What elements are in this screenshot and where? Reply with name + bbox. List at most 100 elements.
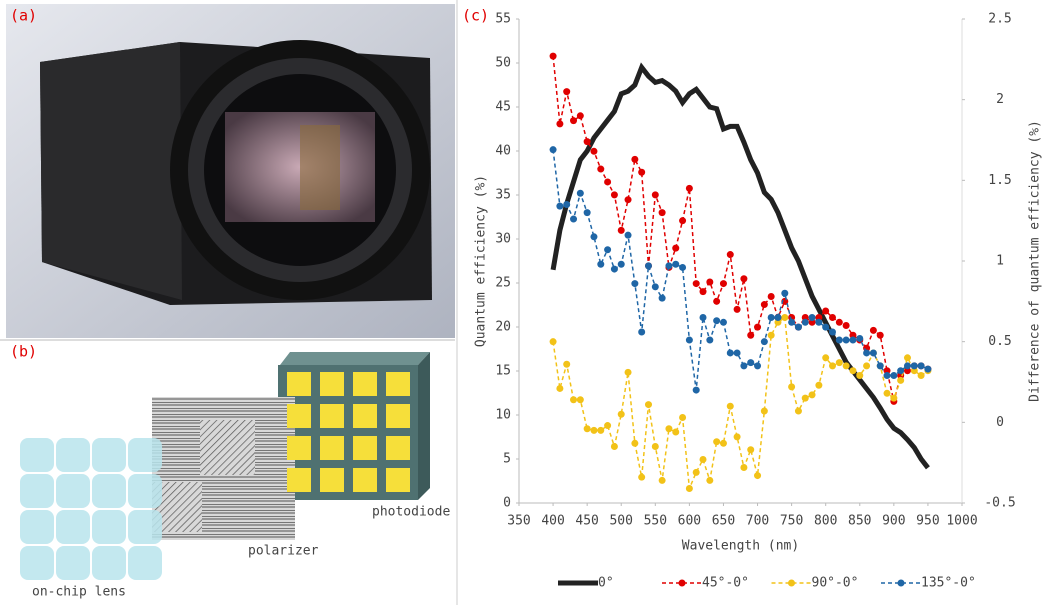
data-point xyxy=(890,372,897,379)
data-point xyxy=(679,264,686,271)
y-tick-label: 25 xyxy=(495,276,511,291)
x-tick-label: 500 xyxy=(609,514,632,529)
data-point xyxy=(734,306,741,313)
photodiode-cell xyxy=(353,436,377,460)
data-point xyxy=(781,314,788,321)
data-point xyxy=(747,446,754,453)
x-tick-label: 900 xyxy=(882,514,905,529)
x-tick-label: 350 xyxy=(507,514,530,529)
data-point xyxy=(597,166,604,173)
data-point xyxy=(570,216,577,223)
data-point xyxy=(604,422,611,429)
data-point xyxy=(625,232,632,239)
y2-tick-label: 0 xyxy=(996,415,1004,430)
data-point xyxy=(713,438,720,445)
data-point xyxy=(870,327,877,334)
data-point xyxy=(645,262,652,269)
page: {"panels": {"a": "(a)", "b": "(b)", "c":… xyxy=(0,0,1051,605)
data-point xyxy=(829,362,836,369)
data-point xyxy=(672,261,679,268)
data-point xyxy=(822,324,829,331)
data-point xyxy=(747,359,754,366)
data-point xyxy=(713,317,720,324)
series-line xyxy=(553,67,928,467)
lens-cell xyxy=(128,546,162,580)
data-point xyxy=(720,440,727,447)
photodiode-cell xyxy=(320,468,344,492)
lens-cell xyxy=(128,438,162,472)
lens-cell xyxy=(56,438,90,472)
data-point xyxy=(788,383,795,390)
data-point xyxy=(597,261,604,268)
x-tick-label: 450 xyxy=(575,514,598,529)
legend-label: 135°-0° xyxy=(921,576,976,591)
data-point xyxy=(802,395,809,402)
y-tick-label: 55 xyxy=(495,12,511,27)
data-point xyxy=(836,319,843,326)
data-point xyxy=(829,328,836,335)
data-point xyxy=(638,169,645,176)
data-point xyxy=(700,288,707,295)
data-point xyxy=(747,332,754,339)
data-point xyxy=(713,298,720,305)
data-point xyxy=(904,362,911,369)
x-tick-label: 700 xyxy=(746,514,769,529)
x-axis-label: Wavelength (nm) xyxy=(682,539,799,554)
data-point xyxy=(863,362,870,369)
data-point xyxy=(911,362,918,369)
data-point xyxy=(877,362,884,369)
data-point xyxy=(761,301,768,308)
data-point xyxy=(563,88,570,95)
data-point xyxy=(659,295,666,302)
lens-cell xyxy=(92,510,126,544)
data-point xyxy=(740,275,747,282)
data-point xyxy=(863,349,870,356)
photodiode-cell xyxy=(287,468,311,492)
data-point xyxy=(659,209,666,216)
data-point xyxy=(584,209,591,216)
data-point xyxy=(550,338,557,345)
y-tick-label: 15 xyxy=(495,364,511,379)
data-point xyxy=(550,146,557,153)
data-point xyxy=(815,382,822,389)
y2-tick-label: 1 xyxy=(996,254,1004,269)
data-point xyxy=(570,396,577,403)
data-point xyxy=(768,332,775,339)
y2-axis-label: Difference of quantum efficiency (%) xyxy=(1028,120,1043,402)
data-point xyxy=(856,372,863,379)
data-point xyxy=(740,362,747,369)
data-point xyxy=(761,408,768,415)
y2-tick-label: -0.5 xyxy=(984,496,1015,511)
legend-label: 45°-0° xyxy=(702,576,749,591)
data-point xyxy=(727,403,734,410)
x-tick-label: 400 xyxy=(541,514,564,529)
data-point xyxy=(604,246,611,253)
data-point xyxy=(897,377,904,384)
lens-cell xyxy=(20,438,54,472)
data-point xyxy=(556,203,563,210)
data-point xyxy=(768,314,775,321)
data-point xyxy=(611,443,618,450)
y2-tick-label: 2 xyxy=(996,92,1004,107)
data-point xyxy=(618,261,625,268)
data-point xyxy=(686,337,693,344)
x-tick-label: 1000 xyxy=(946,514,977,529)
data-point xyxy=(829,314,836,321)
data-point xyxy=(884,372,891,379)
legend-marker xyxy=(898,580,905,587)
data-point xyxy=(550,53,557,60)
lens-cell xyxy=(56,546,90,580)
data-point xyxy=(604,178,611,185)
diagram-label: polarizer xyxy=(248,544,319,559)
x-tick-label: 550 xyxy=(644,514,667,529)
lens-cell xyxy=(92,474,126,508)
photodiode-cell xyxy=(287,372,311,396)
photodiode-cell xyxy=(386,404,410,428)
data-point xyxy=(686,185,693,192)
data-point xyxy=(652,443,659,450)
data-point xyxy=(795,324,802,331)
data-point xyxy=(856,335,863,342)
data-point xyxy=(618,411,625,418)
data-point xyxy=(645,401,652,408)
data-point xyxy=(590,233,597,240)
